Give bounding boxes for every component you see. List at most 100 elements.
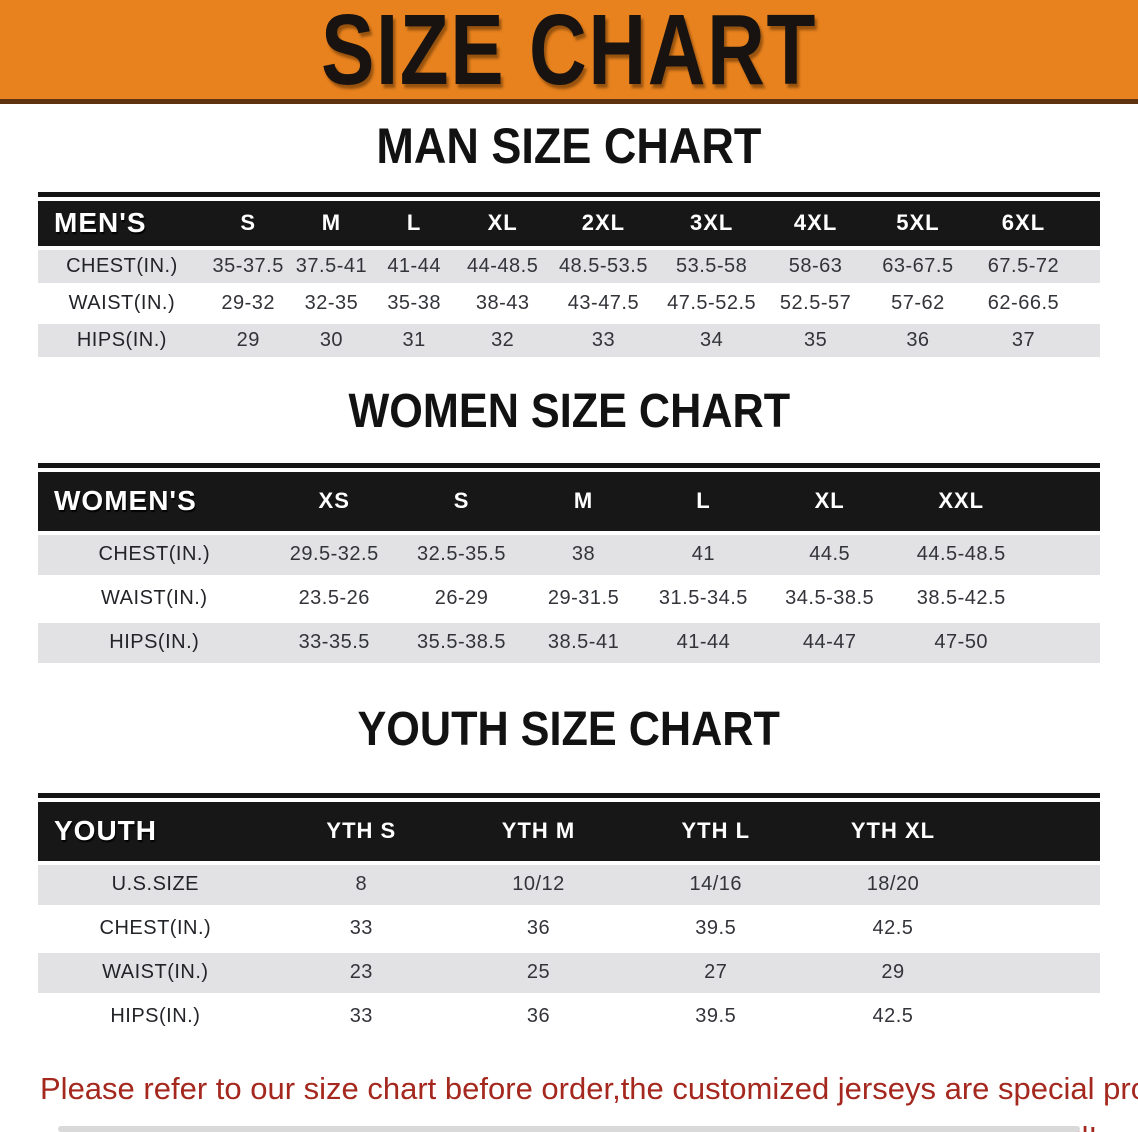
disclaimer-line-1: Please refer to our size chart before or… <box>40 1070 1138 1106</box>
table-header-row: MEN'S S M L XL 2XL 3XL 4XL 5XL 6XL <box>38 200 1100 246</box>
size-cell: 41 <box>641 534 765 575</box>
size-cell: 29-32 <box>205 286 291 320</box>
column-header: S <box>205 200 291 246</box>
size-cell: 42.5 <box>804 996 982 1037</box>
column-header: XL <box>456 200 550 246</box>
size-cell: 32-35 <box>290 286 373 320</box>
size-cell: 44-47 <box>764 622 895 663</box>
table-header-row: WOMEN'S XS S M L XL XXL <box>38 471 1100 531</box>
size-cell: 39.5 <box>627 996 805 1037</box>
table-row: WAIST(IN.) 29-32 32-35 35-38 38-43 43-47.5 47.… <box>38 286 1100 320</box>
size-cell: 41-44 <box>372 249 457 283</box>
youth-size-table-wrap: YOUTH YTH S YTH M YTH L YTH XL U.S.SIZE 8 10/12… <box>38 792 1100 1041</box>
women-section-heading-text: WOMEN SIZE CHART <box>348 384 790 438</box>
column-header: 3XL <box>657 200 766 246</box>
table-header-row: YOUTH YTH S YTH M YTH L YTH XL <box>38 801 1100 861</box>
banner: SIZE CHART <box>0 0 1138 104</box>
size-cell: 10/12 <box>449 864 628 905</box>
size-cell: 39.5 <box>627 908 805 949</box>
column-header: 6XL <box>970 200 1077 246</box>
mens-size-table: MEN'S S M L XL 2XL 3XL 4XL 5XL 6XL CHEST(IN.) 35-37… <box>38 197 1100 361</box>
size-cell: 42.5 <box>804 908 982 949</box>
table-group-label: MEN'S <box>38 200 206 246</box>
size-cell: 32 <box>456 323 550 357</box>
column-header: 2XL <box>549 200 658 246</box>
size-cell: 18/20 <box>804 864 982 905</box>
size-cell: 47.5-52.5 <box>657 286 766 320</box>
size-cell: 38.5-42.5 <box>894 578 1029 619</box>
column-header: XL <box>764 471 895 531</box>
size-cell: 33 <box>272 996 450 1037</box>
size-cell: 52.5-57 <box>765 286 866 320</box>
column-header: YTH M <box>449 801 628 861</box>
size-cell: 14/16 <box>627 864 805 905</box>
size-cell: 48.5-53.5 <box>549 249 658 283</box>
size-cell: 29 <box>804 952 982 993</box>
size-cell: 37.5-41 <box>290 249 373 283</box>
size-cell: 63-67.5 <box>865 249 971 283</box>
size-cell: 38 <box>525 534 642 575</box>
table-row: U.S.SIZE 8 10/12 14/16 18/20 <box>38 864 1100 905</box>
youth-table-topline <box>38 792 1100 798</box>
size-cell: 36 <box>449 908 628 949</box>
row-label: CHEST(IN.) <box>38 908 273 949</box>
size-cell: 35.5-38.5 <box>397 622 526 663</box>
size-cell: 36 <box>449 996 628 1037</box>
size-cell: 38-43 <box>456 286 550 320</box>
row-label: HIPS(IN.) <box>38 622 271 663</box>
table-row: CHEST(IN.) 35-37.5 37.5-41 41-44 44-48.5 48.5… <box>38 249 1100 283</box>
size-cell: 67.5-72 <box>970 249 1077 283</box>
size-cell: 47-50 <box>894 622 1029 663</box>
column-header: 4XL <box>765 200 866 246</box>
row-label: WAIST(IN.) <box>38 952 273 993</box>
youth-size-table: YOUTH YTH S YTH M YTH L YTH XL U.S.SIZE 8 10/12… <box>38 798 1100 1041</box>
row-label: HIPS(IN.) <box>38 996 273 1037</box>
size-cell: 29-31.5 <box>525 578 642 619</box>
size-cell: 35-37.5 <box>205 249 291 283</box>
table-row: HIPS(IN.) 33-35.5 35.5-38.5 38.5-41 41-44 44-… <box>38 622 1100 663</box>
row-spacer-cell <box>1076 286 1100 320</box>
size-cell: 35 <box>765 323 866 357</box>
column-header: YTH S <box>272 801 450 861</box>
size-cell: 8 <box>272 864 450 905</box>
size-cell: 30 <box>290 323 373 357</box>
column-header: L <box>641 471 765 531</box>
size-cell: 26-29 <box>397 578 526 619</box>
size-cell: 23 <box>272 952 450 993</box>
column-header: M <box>525 471 642 531</box>
row-spacer-cell <box>1076 323 1100 357</box>
table-row: HIPS(IN.) 29 30 31 32 33 34 35 36 37 <box>38 323 1100 357</box>
row-label: CHEST(IN.) <box>38 249 206 283</box>
youth-section-heading: YOUTH SIZE CHART <box>0 702 1138 757</box>
man-section-heading: MAN SIZE CHART <box>0 118 1138 176</box>
row-spacer-cell <box>981 952 1100 993</box>
column-header: M <box>290 200 373 246</box>
mens-table-topline <box>38 191 1100 197</box>
size-cell: 38.5-41 <box>525 622 642 663</box>
table-row: CHEST(IN.) 29.5-32.5 32.5-35.5 38 41 44.5 44.5… <box>38 534 1100 575</box>
size-cell: 41-44 <box>641 622 765 663</box>
column-header: 5XL <box>865 200 971 246</box>
size-cell: 29 <box>205 323 291 357</box>
mens-size-table-wrap: MEN'S S M L XL 2XL 3XL 4XL 5XL 6XL CHEST(IN.) 35-37… <box>38 191 1100 361</box>
size-cell: 33 <box>272 908 450 949</box>
size-cell: 27 <box>627 952 805 993</box>
youth-section-heading-text: YOUTH SIZE CHART <box>357 702 781 756</box>
row-label: CHEST(IN.) <box>38 534 271 575</box>
size-cell: 44.5 <box>764 534 895 575</box>
size-cell: 32.5-35.5 <box>397 534 526 575</box>
table-row: HIPS(IN.) 33 36 39.5 42.5 <box>38 996 1100 1037</box>
size-cell: 43-47.5 <box>549 286 658 320</box>
row-label: WAIST(IN.) <box>38 578 271 619</box>
row-spacer-cell <box>981 864 1100 905</box>
row-spacer-cell <box>981 996 1100 1037</box>
size-cell: 25 <box>449 952 628 993</box>
header-spacer-cell <box>981 801 1100 861</box>
row-label: WAIST(IN.) <box>38 286 206 320</box>
womens-size-table-wrap: WOMEN'S XS S M L XL XXL CHEST(IN.) 29.5-32.5 32.5… <box>38 462 1100 667</box>
size-cell: 34.5-38.5 <box>764 578 895 619</box>
disclaimer: Please refer to our size chart before or… <box>40 1065 1138 1132</box>
size-cell: 33-35.5 <box>270 622 398 663</box>
size-cell: 31.5-34.5 <box>641 578 765 619</box>
size-cell: 35-38 <box>372 286 457 320</box>
